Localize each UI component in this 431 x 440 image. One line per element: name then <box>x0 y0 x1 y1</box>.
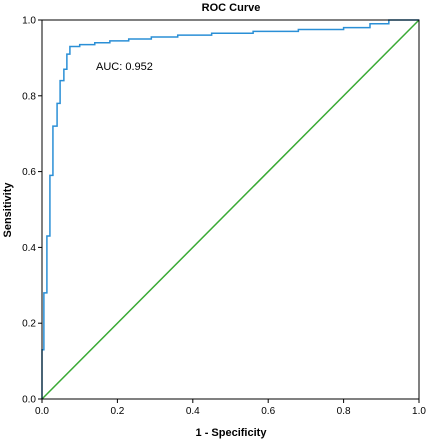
reference-diagonal-line <box>41 19 420 400</box>
auc-annotation: AUC: 0.952 <box>96 61 153 73</box>
y-axis: 0.0 0.2 0.4 0.6 0.8 1.0 <box>22 16 42 406</box>
y-tick-label: 0.6 <box>22 167 36 178</box>
roc-curve-line <box>41 19 419 399</box>
x-axis-label: 1 - Specificity <box>196 427 268 439</box>
plot-frame <box>41 19 420 400</box>
x-tick-label: 1.0 <box>412 406 426 417</box>
x-tick-label: 0.4 <box>186 406 200 417</box>
x-tick-label: 0.8 <box>337 406 351 417</box>
plot-area <box>41 19 420 400</box>
x-tick-label: 0.6 <box>261 406 275 417</box>
x-tick-label: 0.0 <box>35 406 49 417</box>
y-tick-label: 1.0 <box>22 16 36 27</box>
y-tick-label: 0.4 <box>22 243 36 254</box>
x-tick-label: 0.2 <box>110 406 124 417</box>
x-axis: 0.0 0.2 0.4 0.6 0.8 1.0 <box>35 399 426 417</box>
y-axis-label: Sensitivity <box>2 182 14 238</box>
y-tick-label: 0.8 <box>22 91 36 102</box>
y-tick-label: 0.2 <box>22 319 36 330</box>
chart-title: ROC Curve <box>202 2 261 14</box>
y-tick-label: 0.0 <box>22 395 36 406</box>
